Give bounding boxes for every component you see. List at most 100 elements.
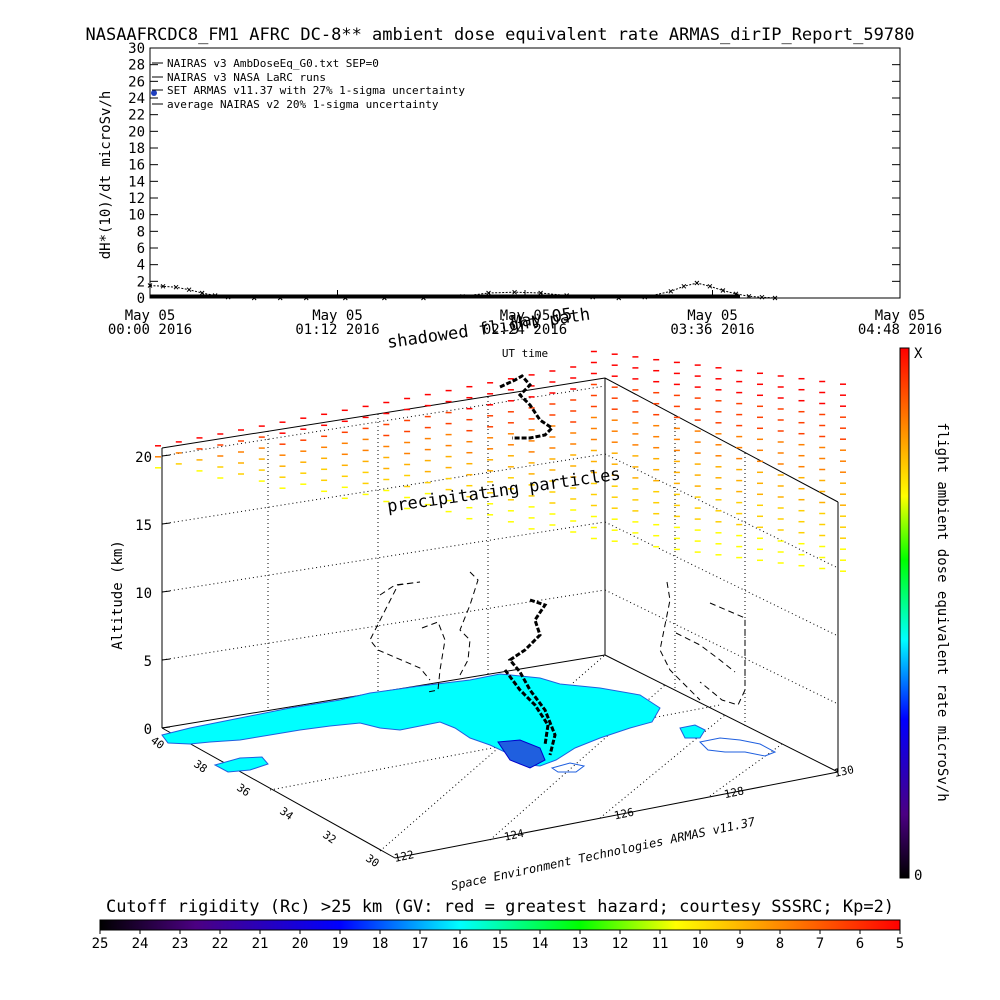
y-axis-label: dH*(10)/dt microSv/h [98, 91, 114, 260]
rigidity-tick-label: 11 [652, 936, 669, 952]
longitude-tick-label: 124 [503, 827, 526, 844]
flight-projections [369, 571, 746, 706]
rigidity-tick-label: 20 [292, 936, 309, 952]
legend-swatch [151, 90, 157, 96]
y-tick-label: 10 [128, 208, 145, 224]
longitude-tick-label: 122 [393, 848, 415, 865]
dose-point [421, 295, 426, 301]
y-tick-label: 26 [128, 74, 145, 90]
y-tick-label: 4 [137, 258, 145, 274]
y-tick-label: 6 [137, 241, 145, 257]
latitude-tick-label: 32 [320, 828, 338, 846]
land-mass [213, 756, 269, 773]
longitude-tick-label: 130 [833, 763, 855, 780]
rigidity-axis: 25 24 23 22 21 20 19 18 17 16 15 14 13 12 11 10 9 8 7 6 5 [92, 930, 904, 952]
grid-line [161, 385, 606, 457]
dose-colorbar [899, 347, 910, 879]
dose-point [277, 295, 283, 301]
dose-point [759, 294, 765, 300]
rigidity-tick-label: 19 [332, 936, 349, 952]
flight-path-shadow [503, 669, 550, 746]
precipitating-particles-label: precipitating particles [386, 464, 622, 517]
land-map [161, 673, 777, 773]
altitude-tick-label: 20 [135, 450, 152, 466]
land-mass [161, 673, 661, 767]
projection-line [675, 632, 736, 673]
dose-rate-points [147, 280, 778, 301]
projection-line [659, 581, 701, 701]
flight-path-top [499, 374, 555, 440]
legend-item: NAIRAS v3 NASA LaRC runs [167, 71, 326, 84]
rigidity-tick-label: 25 [92, 936, 109, 952]
chart-title: NASAAFRCDC8_FM1 AFRC DC-8** ambient dose… [85, 25, 914, 45]
dose-point [186, 287, 192, 293]
dose-rate-series [149, 282, 776, 299]
x-tick-time: 02:24 2016 [483, 322, 567, 338]
dose-point [512, 289, 517, 295]
y-tick-label: 8 [137, 224, 145, 240]
dose-point [590, 294, 596, 300]
dose-point [720, 288, 726, 293]
y-tick-label: 28 [128, 58, 145, 74]
altitude-tick-label: 15 [135, 518, 152, 534]
y-tick-label: 2 [137, 274, 145, 290]
dose-point [460, 293, 465, 299]
grid-line [604, 453, 839, 569]
rigidity-colorbar [99, 919, 901, 931]
x-tick-time: 03:36 2016 [670, 322, 754, 338]
longitude-tick-label: 126 [613, 806, 635, 823]
legend: NAIRAS v3 AmbDoseEq_G0.txt SEP=0 NAIRAS … [151, 57, 465, 111]
colorbar-max-label: X [914, 346, 923, 362]
rigidity-tick-label: 14 [532, 936, 549, 952]
projection-line [369, 581, 431, 681]
rigidity-tick-label: 17 [412, 936, 429, 952]
flight-path [499, 374, 557, 756]
x-axis-label: UT time [502, 347, 548, 360]
x-tick-date: May 05 [312, 308, 363, 324]
altitude-axis: 0 5 10 15 20 [135, 450, 171, 738]
altitude-axis-label: Altitude (km) [110, 540, 126, 650]
legend-item: SET ARMAS v11.37 with 27% 1-sigma uncert… [167, 84, 465, 97]
projection-line [459, 571, 479, 676]
altitude-tick-mark [161, 726, 171, 729]
altitude-tick-mark [161, 522, 171, 525]
rigidity-tick-label: 16 [452, 936, 469, 952]
y-tick-label: 0 [137, 291, 145, 307]
rigidity-tick-label: 18 [372, 936, 389, 952]
box-edge [394, 771, 839, 859]
y-tick-label: 12 [128, 191, 145, 207]
grid-line [161, 521, 606, 593]
latitude-tick-label: 36 [234, 781, 252, 799]
colorbar-min-label: 0 [914, 868, 922, 884]
rigidity-bar-title: Cutoff rigidity (Rc) >25 km (GV: red = g… [106, 897, 894, 917]
dose-point [147, 283, 153, 288]
precipitating-particles-field [155, 350, 846, 572]
rigidity-tick-label: 24 [132, 936, 149, 952]
dose-point [642, 294, 648, 300]
y-tick-label: 24 [128, 91, 145, 107]
dose-point [707, 283, 713, 289]
projection-line [421, 621, 446, 693]
grid-line [604, 589, 839, 705]
footer-credit: Space Environment Technologies ARMAS v11… [450, 814, 758, 892]
legend-item: NAIRAS v3 AmbDoseEq_G0.txt SEP=0 [167, 57, 379, 70]
altitude-tick-mark [161, 454, 171, 457]
x-tick-date: May 05 [500, 308, 551, 324]
dose-point [772, 295, 778, 301]
dose-point [382, 295, 387, 301]
grid-line [604, 521, 839, 637]
rigidity-tick-label: 8 [776, 936, 784, 952]
x-tick-date: May 05 [875, 308, 926, 324]
rigidity-tick-label: 13 [572, 936, 589, 952]
x-tick-date: May 05 [687, 308, 738, 324]
dose-point [564, 293, 570, 298]
x-tick-time: 01:12 2016 [295, 322, 379, 338]
coastline [698, 737, 777, 757]
y-tick-label: 22 [128, 108, 145, 124]
latitude-tick-label: 30 [363, 852, 381, 870]
3d-grid [161, 385, 839, 852]
dose-point [733, 291, 739, 297]
flight-path-mid [507, 598, 557, 756]
